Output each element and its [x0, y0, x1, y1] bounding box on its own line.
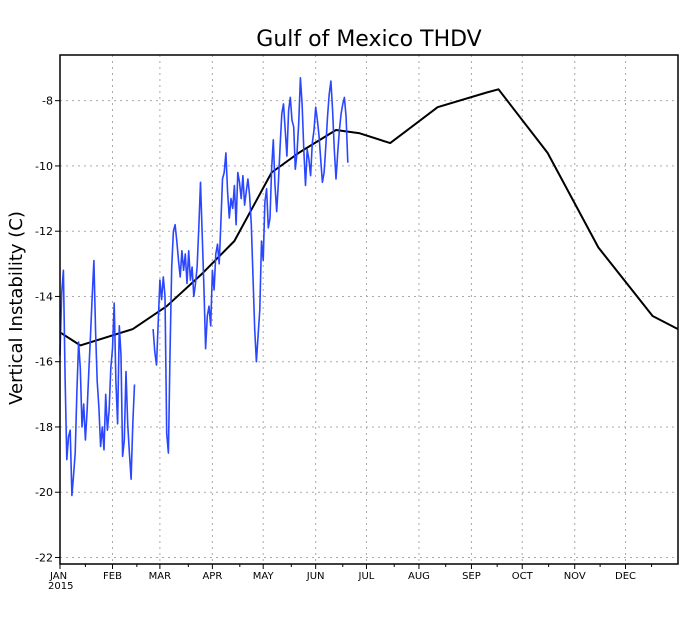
y-tick-label: -10 [35, 160, 53, 173]
observed-line [152, 77, 349, 454]
y-tick-label: -14 [35, 290, 53, 303]
x-tick-label: DEC [615, 571, 636, 582]
x-tick-label: AUG [408, 571, 430, 582]
grid-layer [60, 55, 678, 564]
y-axis-label: Vertical Instability (C) [6, 211, 27, 405]
x-tick-label: JAN [49, 571, 67, 582]
y-tick-label: -8 [42, 95, 53, 108]
x-tick-label: MAY [253, 571, 275, 582]
x-tick-label: JUL [358, 571, 375, 582]
x-axis-year-label: 2015 [48, 581, 73, 592]
y-tick-label: -16 [35, 356, 53, 369]
x-tick-label: APR [202, 571, 222, 582]
x-tick-label: MAR [149, 571, 171, 582]
climatology-line [59, 88, 679, 347]
y-tick-label: -12 [35, 225, 53, 238]
x-tick-label: NOV [564, 571, 586, 582]
x-tick-label: FEB [103, 571, 122, 582]
plot-frame [59, 54, 679, 565]
x-tick-label: SEP [462, 571, 481, 582]
series-layer [59, 77, 679, 497]
y-tick-label: -18 [35, 421, 53, 434]
axis-layer: -22 -20 -18 -16 -14 -12 -10 -8 JAN FEB MAR APR MAY JU… [35, 95, 653, 582]
x-tick-label: JUN [306, 571, 325, 582]
chart-title: Gulf of Mexico THDV [256, 27, 481, 52]
y-tick-label: -20 [35, 486, 53, 499]
x-tick-label: OCT [512, 571, 534, 582]
observed-line [59, 259, 136, 497]
y-tick-label: -22 [35, 551, 53, 564]
